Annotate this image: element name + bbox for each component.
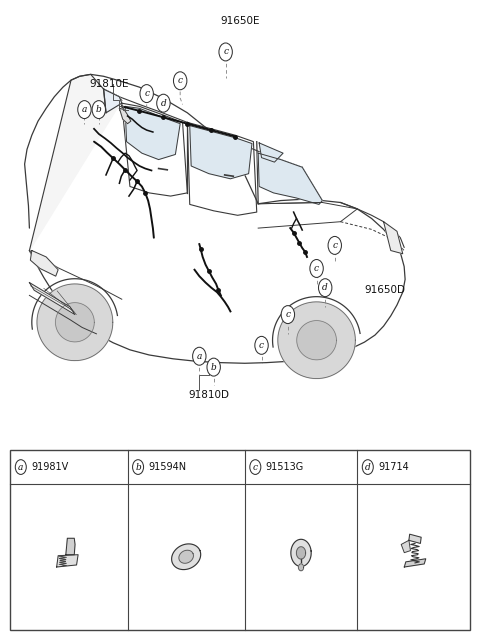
Text: 91650E: 91650E [220, 16, 260, 26]
Polygon shape [401, 541, 410, 553]
Bar [10, 451, 470, 630]
Text: b: b [211, 363, 216, 372]
Polygon shape [297, 320, 336, 360]
Text: b: b [135, 462, 141, 472]
Circle shape [157, 94, 170, 112]
Text: c: c [178, 76, 183, 85]
Polygon shape [30, 250, 58, 276]
Polygon shape [37, 284, 113, 361]
Polygon shape [29, 282, 75, 315]
Text: d: d [160, 99, 166, 108]
Polygon shape [297, 547, 306, 559]
Text: 91810D: 91810D [188, 390, 229, 400]
Circle shape [319, 279, 332, 297]
Circle shape [192, 347, 206, 365]
Text: c: c [253, 462, 258, 472]
Text: a: a [197, 352, 202, 361]
Polygon shape [179, 550, 193, 563]
Polygon shape [278, 302, 355, 379]
Circle shape [15, 460, 26, 474]
Text: d: d [322, 283, 328, 292]
Circle shape [219, 43, 232, 61]
Polygon shape [125, 107, 180, 160]
Circle shape [173, 72, 187, 90]
Polygon shape [104, 89, 122, 113]
Circle shape [255, 336, 268, 354]
Polygon shape [120, 108, 131, 124]
Text: c: c [259, 341, 264, 350]
Polygon shape [291, 539, 311, 566]
Circle shape [207, 358, 220, 376]
Text: a: a [82, 105, 87, 114]
Circle shape [78, 101, 91, 119]
Text: c: c [144, 89, 149, 98]
Polygon shape [404, 559, 426, 567]
Text: c: c [223, 48, 228, 56]
Polygon shape [29, 74, 122, 250]
Polygon shape [259, 143, 283, 162]
Polygon shape [56, 302, 94, 342]
Text: a: a [18, 462, 24, 472]
Text: d: d [365, 462, 371, 472]
Polygon shape [66, 538, 75, 555]
Text: c: c [314, 264, 319, 273]
Text: c: c [286, 310, 290, 319]
Polygon shape [57, 555, 78, 567]
Polygon shape [409, 534, 421, 543]
Polygon shape [299, 564, 304, 571]
Circle shape [281, 306, 295, 324]
Polygon shape [190, 126, 252, 178]
Circle shape [328, 236, 341, 254]
Text: 91981V: 91981V [31, 462, 69, 472]
Circle shape [92, 101, 106, 119]
Text: c: c [332, 241, 337, 250]
Text: 91810E: 91810E [89, 79, 129, 89]
Polygon shape [258, 153, 323, 204]
Polygon shape [384, 221, 403, 254]
Text: 91714: 91714 [378, 462, 409, 472]
Text: 91594N: 91594N [149, 462, 187, 472]
Text: 91650D: 91650D [364, 285, 406, 295]
Circle shape [362, 460, 373, 474]
Circle shape [140, 85, 154, 103]
Text: 91513G: 91513G [266, 462, 304, 472]
Circle shape [310, 259, 323, 277]
Circle shape [132, 460, 144, 474]
Polygon shape [172, 544, 201, 569]
Circle shape [250, 460, 261, 474]
Text: b: b [96, 105, 102, 114]
